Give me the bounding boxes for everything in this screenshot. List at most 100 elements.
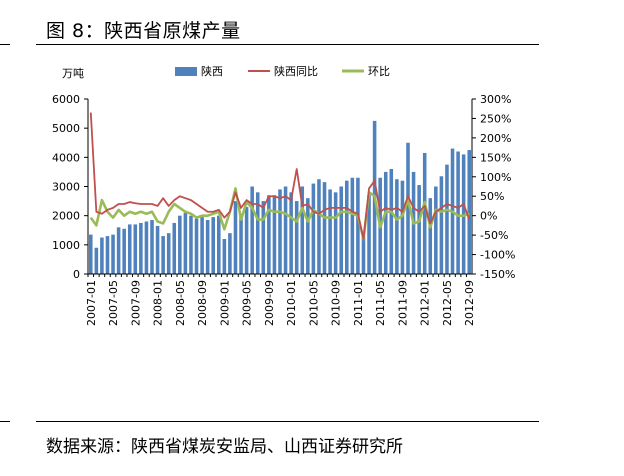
figure-title: 图 8：陕西省原煤产量 <box>46 20 241 42</box>
bar-2012-04 <box>439 176 444 274</box>
right-tick-label-4: 50% <box>480 190 504 203</box>
right-tick-label-3: 0% <box>480 210 497 223</box>
legend-label-mom: 环比 <box>368 65 390 78</box>
line-mom <box>89 187 470 241</box>
bar-2010-09 <box>333 192 338 274</box>
left-tick-label-3000: 3000 <box>52 181 80 194</box>
bar-2011-07 <box>389 169 394 274</box>
bar-2009-08 <box>261 201 266 274</box>
bar-2007-02 <box>94 247 99 274</box>
bar-2009-06 <box>250 186 254 274</box>
x-tick-label-2012-09: 2012-09 <box>463 280 476 326</box>
bar-2007-08 <box>127 224 132 274</box>
left-tick-label-2000: 2000 <box>52 210 80 223</box>
bar-2007-06 <box>116 227 121 274</box>
bar-2007-10 <box>139 222 143 274</box>
x-tick-label-2009-01: 2009-01 <box>218 280 231 326</box>
bar-2010-07 <box>322 182 327 275</box>
right-tick-label-1: -100% <box>480 249 515 262</box>
right-tick-label-7: 200% <box>480 132 511 145</box>
bar-2009-09 <box>267 195 271 274</box>
right-tick-label-2: -50% <box>480 229 508 242</box>
legend-label-shaanxi: 陕西 <box>201 64 223 78</box>
left-tick-label-0: 0 <box>73 268 80 281</box>
bar-2010-01 <box>289 192 293 274</box>
line-yoy <box>89 112 471 240</box>
right-tick-label-9: 300% <box>480 93 511 106</box>
bar-2011-12 <box>417 185 421 274</box>
bar-2010-05 <box>311 183 316 274</box>
legend-swatch-shaanxi <box>175 67 197 76</box>
bar-2012-08 <box>461 154 466 274</box>
x-tick-label-2012-01: 2012-01 <box>419 280 432 326</box>
bar-2010-06 <box>317 179 321 274</box>
bar-2012-05 <box>445 164 449 275</box>
bar-2010-02 <box>294 201 299 274</box>
bar-2009-05 <box>244 206 249 274</box>
top-rule <box>36 44 539 45</box>
bar-2010-03 <box>300 186 305 274</box>
bar-2011-08 <box>395 179 399 274</box>
bar-2007-03 <box>100 237 104 274</box>
bar-2009-02 <box>228 233 232 274</box>
bar-2008-08 <box>194 218 199 274</box>
x-tick-label-2007-01: 2007-01 <box>85 280 98 326</box>
chart-legend: 陕西 陕西同比 环比 <box>175 64 390 78</box>
bar-2009-12 <box>283 186 288 274</box>
legend-label-yoy: 陕西同比 <box>274 64 318 78</box>
bar-2011-03 <box>367 195 371 274</box>
left-tick-label-1000: 1000 <box>52 239 80 252</box>
x-tick-label-2011-01: 2011-01 <box>352 280 365 326</box>
bar-2008-06 <box>183 212 188 274</box>
bar-2012-03 <box>434 186 438 274</box>
x-tick-label-2007-05: 2007-05 <box>107 280 120 326</box>
bar-2008-03 <box>166 233 171 274</box>
right-tick-label-6: 150% <box>480 151 511 164</box>
bar-2010-04 <box>306 198 310 274</box>
bar-2009-01 <box>222 239 227 274</box>
bar-2007-11 <box>144 221 149 274</box>
bar-2010-12 <box>350 177 355 274</box>
bar-2011-02 <box>361 236 366 274</box>
bar-2009-11 <box>278 189 282 274</box>
bar-2007-04 <box>105 236 110 274</box>
data-source-note: 数据来源：陕西省煤炭安监局、山西证券研究所 <box>46 437 403 457</box>
bottom-rule <box>36 421 539 422</box>
left-tick-label-4000: 4000 <box>52 151 80 164</box>
bar-2012-09 <box>467 150 471 274</box>
bar-2008-07 <box>189 215 193 274</box>
bar-2012-01 <box>422 152 427 274</box>
bar-2008-09 <box>200 217 204 275</box>
bar-2008-05 <box>178 215 182 274</box>
left-tick-label-6000: 6000 <box>52 93 80 106</box>
x-tick-label-2010-01: 2010-01 <box>285 280 298 326</box>
bar-2008-11 <box>211 217 215 275</box>
right-tick-label-8: 250% <box>480 112 511 125</box>
bar-2008-12 <box>217 215 221 274</box>
bar-2007-12 <box>150 220 154 274</box>
bar-2008-04 <box>172 222 177 274</box>
bar-2011-06 <box>383 171 388 274</box>
x-tick-label-2012-05: 2012-05 <box>441 280 454 326</box>
bar-2009-03 <box>233 201 238 274</box>
bar-2012-07 <box>456 151 460 274</box>
bar-2009-10 <box>272 195 277 274</box>
x-tick-label-2011-09: 2011-09 <box>396 280 409 326</box>
bar-2010-10 <box>339 186 343 274</box>
bar-2008-02 <box>161 236 165 274</box>
bar-2011-09 <box>400 180 405 274</box>
left-edge-mark-bottom <box>0 421 10 422</box>
x-tick-label-2009-09: 2009-09 <box>263 280 276 326</box>
line-series <box>89 112 471 241</box>
left-edge-mark-top <box>0 44 10 45</box>
left-tick-label-5000: 5000 <box>52 122 80 135</box>
right-tick-label-0: -150% <box>480 268 515 281</box>
x-tick-label-2011-05: 2011-05 <box>374 280 387 326</box>
x-tick-label-2008-09: 2008-09 <box>196 280 209 326</box>
x-tick-label-2009-05: 2009-05 <box>241 280 254 326</box>
right-tick-label-5: 100% <box>480 171 511 184</box>
bar-2009-07 <box>255 192 260 274</box>
bar-2007-09 <box>133 224 138 274</box>
x-tick-label-2008-05: 2008-05 <box>174 280 187 326</box>
